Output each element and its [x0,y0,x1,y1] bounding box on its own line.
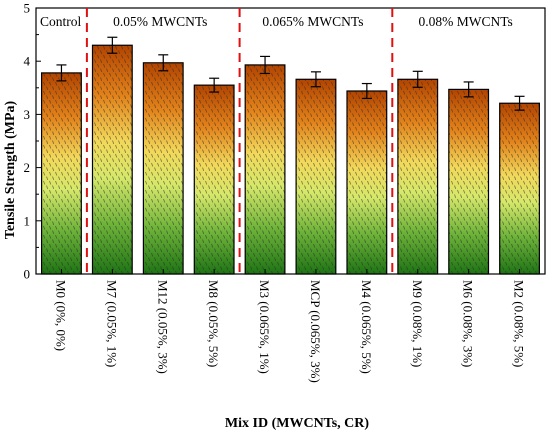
group-label: 0.05% MWCNTs [113,14,207,29]
y-tick-label: 2 [24,160,31,175]
y-tick-label: 3 [24,107,31,122]
x-tick-label: M4 (0.065%, 5%) [359,280,374,374]
bar-pattern [499,103,540,274]
y-axis-title: Tensile Strength (MPa) [3,100,18,239]
x-tick-label: M8 (0.05%, 5%) [206,280,221,367]
x-tick-label: M12 (0.05%, 3%) [155,280,170,374]
bar-pattern [194,85,235,274]
bar-pattern [296,79,336,275]
bar-pattern [346,90,387,274]
group-label: Control [40,14,82,29]
x-axis: M0 (0%, 0%) M7 (0.05%, 1%) M12 (0.05%, 3%)… [53,269,527,383]
group-label: 0.065% MWCNTs [262,14,363,29]
bar-pattern [41,72,82,275]
x-tick-label: M3 (0.065%, 1%) [257,280,272,374]
group-labels: Control 0.05% MWCNTs 0.065% MWCNTs 0.08% MW… [40,14,513,29]
y-axis: 0 1 2 3 4 5 [24,1,41,282]
bar-pattern [448,89,489,274]
bar-pattern [397,79,438,275]
y-tick-label: 4 [24,54,31,69]
x-tick-label: M6 (0.08%, 3%) [461,280,476,367]
bars-layer [40,44,541,275]
bar-pattern [143,62,184,274]
bar-pattern [245,64,285,274]
x-tick-label: MCP (0.065%, 3%) [308,280,323,383]
x-tick-label: M9 (0.08%, 1%) [410,280,425,367]
x-tick-label: M2 (0.08%, 5%) [512,280,527,367]
y-tick-label: 0 [24,267,31,282]
group-label: 0.08% MWCNTs [418,14,512,29]
x-tick-label: M7 (0.05%, 1%) [104,280,119,367]
bar-pattern [92,45,133,274]
y-tick-label: 1 [24,213,31,228]
y-tick-label: 5 [24,1,31,16]
x-axis-title: Mix ID (MWCNTs, CR) [225,416,369,431]
error-bars-layer [56,36,525,111]
x-tick-label: M0 (0%, 0%) [53,280,68,351]
